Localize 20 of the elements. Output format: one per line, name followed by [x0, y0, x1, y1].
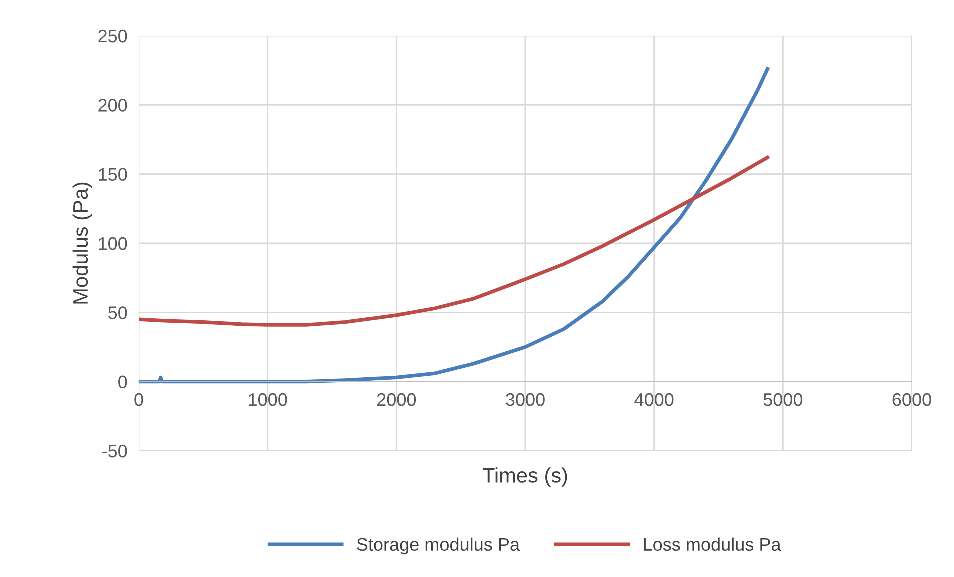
y-axis-title: Modulus (Pa)	[72, 182, 92, 304]
x-tick-label: 2000	[377, 393, 416, 406]
y-tick-label: 0	[118, 376, 128, 389]
y-tick-label: 250	[98, 30, 128, 43]
y-tick-label: 50	[108, 306, 128, 320]
y-tick-label: 100	[99, 237, 128, 250]
x-tick-label: 4000	[634, 393, 674, 406]
x-tick-label: 5000	[764, 393, 803, 406]
y-tick-label: -50	[102, 444, 128, 458]
x-axis-title: Times (s)	[482, 468, 568, 488]
y-tick-label: 150	[99, 168, 128, 182]
x-tick-label: 3000	[506, 393, 545, 406]
legend-label: Loss modulus Pa	[644, 538, 782, 552]
legend-label: Storage modulus Pa	[357, 538, 520, 555]
x-tick-label: 0	[134, 393, 144, 406]
line-series	[139, 67, 770, 384]
x-tick-label: 1000	[249, 393, 288, 406]
line-series	[139, 156, 770, 327]
x-tick-label: 6000	[892, 393, 932, 406]
y-tick-label: 200	[98, 99, 128, 112]
